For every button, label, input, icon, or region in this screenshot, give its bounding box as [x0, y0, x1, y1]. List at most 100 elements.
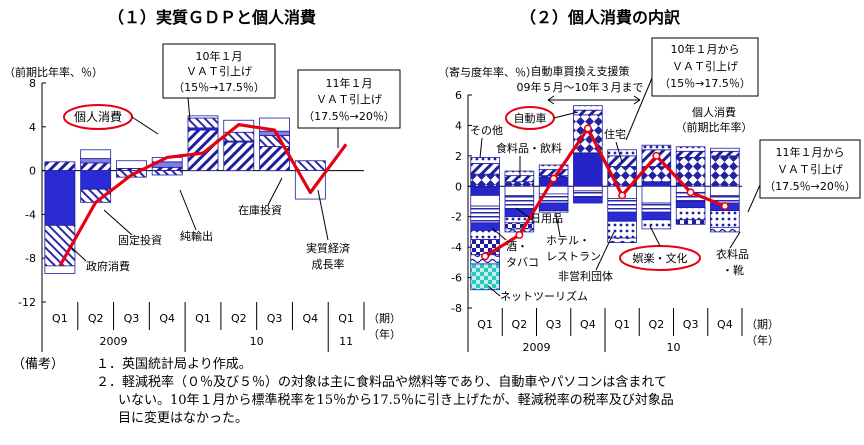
bar-c2-npo-6	[641, 211, 672, 221]
chart1-vat-2010-line2: ＶＡＴ引上げ	[186, 64, 252, 78]
chart1-invest-leader	[103, 209, 133, 236]
bar-c1-inventory-2	[80, 149, 112, 159]
chart2-vat-2011-callout: 11年１月から ＶＡＴ引上げ （17.5％→20％）	[747, 139, 861, 213]
ytick-label: -4	[25, 208, 36, 221]
bar-c2-hotel-6	[641, 202, 672, 213]
chart1-consumption-label: 個人消費	[63, 104, 159, 135]
chart1-vat-2011-callout: 11年１月 ＶＡＴ引上げ （17.5％→20％）	[297, 69, 401, 148]
bar-c1-consumption-4	[151, 166, 183, 172]
bar-c2-npo-4	[573, 196, 603, 204]
ytick-label: 6	[455, 89, 462, 102]
chart1-vat-2011-line1: 11年１月	[326, 76, 373, 90]
period-unit: （期）	[368, 312, 401, 325]
bar-c2-daily-1	[470, 195, 500, 207]
bar-c2-housing-4	[573, 105, 603, 111]
chart2-title: （２）個人消費の内訳	[520, 8, 681, 27]
chart2-recreation-label: 娯楽・文化	[619, 225, 701, 271]
bar-c2-recreation-8	[710, 210, 740, 228]
bar-c2-recreation-3	[538, 210, 569, 213]
bar-c2-food-3	[538, 169, 569, 177]
chart1-growth-line	[58, 123, 348, 267]
bar-c1-invest-4	[151, 170, 183, 176]
notes-line1: １．英国統計局より作成。	[96, 357, 252, 372]
c2-line-point-1	[481, 252, 490, 261]
chart2-housing-label: 住宅	[604, 127, 626, 141]
bar-c2-npo-7	[675, 201, 706, 208]
chart1-vat-2011-line2: ＶＡＴ引上げ	[316, 92, 382, 106]
xtick-label-8: Q4	[717, 318, 733, 331]
chart2-car-label: 自動車	[505, 106, 579, 130]
xtick-label-5: Q1	[614, 318, 630, 331]
chart2-ylabel: （寄与度年率、％）	[438, 65, 537, 79]
bar-c2-food-2	[504, 175, 535, 183]
bar-c2-npo-5	[607, 211, 637, 222]
xtick-label-9: Q1	[338, 312, 354, 325]
xtick-label-3: Q3	[124, 312, 140, 325]
c2-line-point-2	[515, 231, 524, 239]
bar-c1-consumption-5	[187, 129, 219, 172]
chart-consumption-breakdown: （２）個人消費の内訳 （寄与度年率、％） 6 4 2 0 -2 -4 -6 -8 Q1 Q2 Q3…	[438, 8, 861, 354]
bar-c2-housing-5	[607, 149, 637, 157]
chart2-daily-label: 日用品	[530, 212, 563, 225]
xtick-label-8: Q4	[302, 312, 318, 325]
ytick-label: -8	[25, 252, 36, 265]
xtick-label-6: Q2	[649, 318, 665, 331]
bar-c2-recreation-7	[675, 207, 706, 221]
chart1-vat-2010-callout: 10年１月 ＶＡＴ引上げ （15％→17.5％）	[162, 43, 276, 121]
bar-c2-clothing-8	[710, 226, 740, 233]
year-label-2: 10	[250, 335, 264, 348]
bar-c2-hotel-4	[573, 190, 603, 198]
xtick-label-7: Q3	[683, 318, 699, 331]
bar-c2-car-4	[573, 152, 603, 187]
bar-c2-daily-8	[710, 185, 740, 196]
bar-c2-food-1	[470, 163, 500, 175]
ytick-label: -2	[451, 211, 462, 224]
bar-c2-hotel-1	[470, 205, 500, 224]
xtick-label-3: Q3	[546, 318, 562, 331]
chart1-netexp-leader	[179, 189, 197, 231]
chart1-invest-label: 固定投資	[118, 233, 162, 247]
svg-text:自動車: 自動車	[514, 111, 547, 125]
chart2-tourism-label: ネットツーリズム	[500, 289, 588, 303]
ytick-label: -4	[451, 241, 462, 254]
ytick-label: -8	[451, 302, 462, 315]
chart2-npo-label: 非営利団体	[558, 269, 613, 283]
chart1-gov-leader	[69, 245, 87, 262]
svg-text:10年１月から: 10年１月から	[671, 42, 740, 56]
bar-c2-hotel-2	[504, 195, 535, 210]
chart2-clothing-label-1: 衣料品	[716, 247, 749, 261]
chart2-other-label: その他	[470, 124, 503, 137]
ytick-label: 4	[29, 121, 36, 134]
year-unit: （年）	[368, 327, 401, 341]
bar-c2-car-1	[470, 185, 500, 196]
bar-c2-other-1	[470, 173, 500, 187]
chart2-housing-leader	[615, 141, 623, 163]
xtick-label-2: Q2	[512, 318, 528, 331]
xtick-label-5: Q1	[195, 312, 211, 325]
chart1-vat-2010-line3: （15％→17.5％）	[173, 81, 265, 94]
chart1-growth-label-1: 実質経済	[306, 241, 350, 255]
ytick-label: -12	[18, 296, 36, 309]
chart2-clothing-label-2: ・靴	[722, 263, 744, 277]
svg-text:個人消費: 個人消費	[74, 109, 122, 124]
bar-c2-recreation-1	[470, 230, 500, 240]
bar-c2-npo-1	[470, 222, 500, 231]
chart2-pc-label-2: （前期比年率）	[676, 120, 753, 134]
bar-c2-daily-2	[504, 185, 535, 196]
bar-c2-car-6	[641, 181, 672, 187]
notes-line2: ２．軽減税率（０％及び５％）の対象は主に食料品や燃料等であり、自動車やパソコンは…	[96, 375, 667, 390]
chart2-scrappage-note: 自動車買換え支援策 09年５月～10年３月まで	[517, 64, 644, 105]
svg-text:（17.5％→20％）: （17.5％→20％）	[764, 180, 856, 193]
chart2-pc-label-1: 個人消費	[692, 105, 736, 119]
chart1-vat-2011-line3: （17.5％→20％）	[303, 110, 395, 123]
bar-c2-housing-6	[641, 144, 672, 151]
chart2-liquor-label-1: 酒・	[506, 240, 528, 253]
xtick-label-1: Q1	[52, 312, 68, 325]
chart2-other-leader	[479, 137, 483, 159]
chart2-consumption-line	[481, 124, 729, 261]
ytick-label: 0	[29, 165, 36, 178]
chart-gdp: （１）実質ＧＤＰと個人消費 （前期比年率、％） 840-4-8-12 Q1 Q2 Q…	[4, 8, 401, 352]
bar-c1-netexp-2	[80, 158, 112, 164]
bar-c1-invest-8	[294, 160, 326, 171]
